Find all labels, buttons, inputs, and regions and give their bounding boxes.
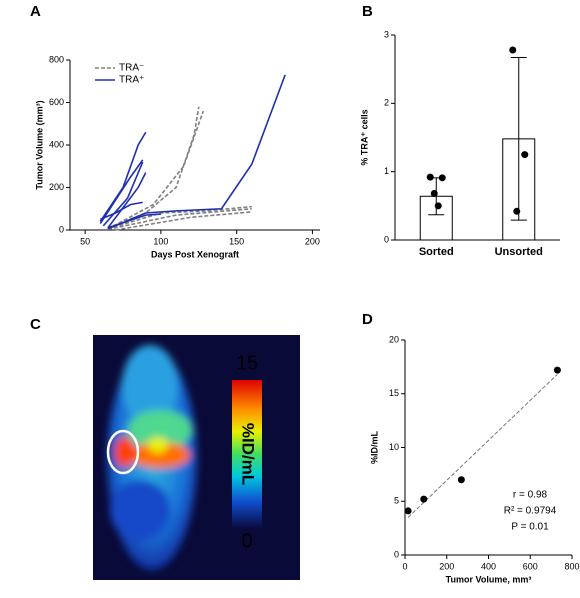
y-axis-label: % TRA⁺ cells (359, 109, 369, 165)
colorbar-tick-label: 0 (241, 530, 252, 552)
x-tick-label: 100 (153, 236, 168, 246)
y-axis-label: %ID/mL (369, 431, 379, 465)
x-tick-label: Sorted (419, 246, 454, 258)
y-tick-label: 10 (389, 442, 399, 452)
x-tick-label: 800 (564, 561, 579, 571)
legend-label: TRA⁻ (119, 63, 144, 74)
tumor-line (107, 74, 286, 230)
error-bar (510, 57, 527, 221)
y-tick-label: 3 (384, 29, 389, 39)
panel-label: C (30, 316, 41, 333)
legend-label: TRA⁺ (119, 75, 144, 86)
y-tick-label: 2 (384, 98, 389, 108)
y-tick-label: 600 (49, 97, 64, 107)
y-tick-label: 15 (389, 388, 399, 398)
tumor-line (107, 207, 252, 231)
colorbar-tick-label: 15 (236, 352, 258, 374)
data-point (509, 46, 517, 54)
panel-label: B (362, 3, 373, 20)
mouse-image (93, 335, 300, 580)
y-tick-label: 0 (394, 549, 399, 559)
y-tick-label: 0 (384, 234, 389, 244)
y-tick-label: 20 (389, 334, 399, 344)
x-axis-label: Tumor Volume, mm³ (446, 574, 532, 584)
y-tick-label: 400 (49, 139, 64, 149)
x-tick-label: 600 (523, 561, 538, 571)
data-point (404, 507, 412, 515)
tumor-line (99, 131, 147, 222)
panel-label: D (362, 311, 373, 328)
data-point (513, 207, 521, 215)
x-tick-label: 0 (402, 561, 407, 571)
stat-annotation: R² = 0.9794 (504, 506, 557, 517)
colorbar-label: %ID/mL (239, 423, 258, 485)
data-point (521, 151, 529, 159)
y-axis-label: Tumor Volume (mm³) (34, 100, 44, 189)
y-tick-label: 0 (59, 224, 64, 234)
data-point (434, 202, 442, 210)
data-point (438, 174, 446, 182)
y-tick-label: 200 (49, 182, 64, 192)
fit-line (407, 374, 558, 518)
data-point (457, 476, 465, 484)
data-point (553, 366, 561, 374)
y-tick-label: 800 (49, 54, 64, 64)
tumor-line (107, 110, 205, 230)
tumor-line (99, 159, 144, 225)
tumor-line (107, 213, 161, 229)
stat-annotation: r = 0.98 (513, 490, 548, 501)
x-tick-label: 150 (229, 236, 244, 246)
x-tick-label: 200 (305, 236, 320, 246)
tumor-line (107, 172, 147, 229)
tumor-line (102, 161, 144, 227)
x-tick-label: 200 (439, 561, 454, 571)
y-tick-label: 5 (394, 496, 399, 506)
stat-annotation: P = 0.01 (511, 522, 549, 533)
panel-label: A (30, 3, 41, 20)
x-tick-label: 50 (80, 236, 90, 246)
tumor-line (115, 211, 252, 231)
data-point (430, 190, 438, 198)
data-point (426, 173, 434, 181)
y-tick-label: 1 (384, 166, 389, 176)
tumor-line (107, 205, 252, 230)
x-tick-label: Unsorted (495, 246, 543, 258)
tumor-line (99, 201, 143, 221)
data-point (420, 495, 428, 503)
x-tick-label: 400 (481, 561, 496, 571)
x-axis-label: Days Post Xenograft (151, 249, 239, 259)
